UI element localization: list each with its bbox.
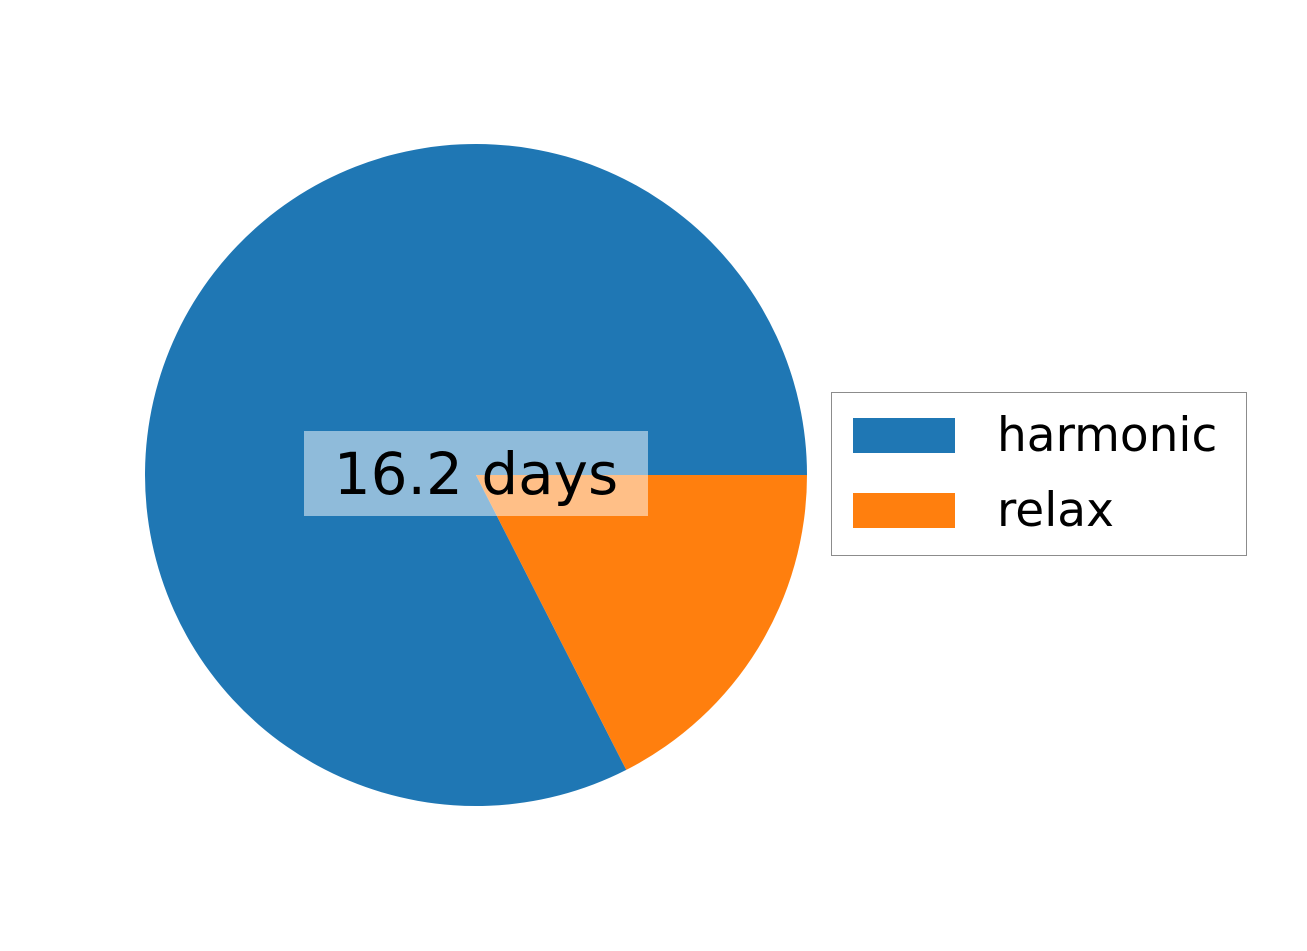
pie-center-label-text: 16.2 days xyxy=(333,439,619,508)
legend-label-relax: relax xyxy=(997,482,1114,538)
legend-entry-relax[interactable]: relax xyxy=(853,487,1114,534)
legend-entry-harmonic[interactable]: harmonic xyxy=(853,412,1217,459)
legend-label-harmonic: harmonic xyxy=(997,407,1218,463)
legend-swatch-harmonic xyxy=(853,417,955,453)
pie-wedge-relax[interactable] xyxy=(476,475,807,770)
pie-center-label: 16.2 days xyxy=(304,431,648,516)
legend-swatch-relax xyxy=(853,492,955,528)
legend-box: harmonic relax xyxy=(831,392,1247,556)
